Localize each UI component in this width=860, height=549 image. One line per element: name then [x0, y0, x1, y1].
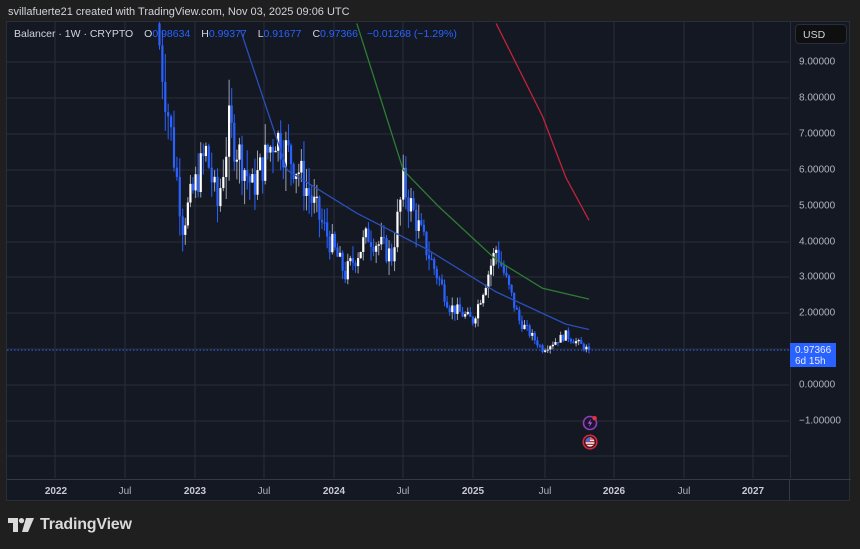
tradingview-logo[interactable]: TradingView — [8, 516, 132, 534]
x-tick: Jul — [538, 486, 552, 497]
x-tick: 2024 — [322, 486, 346, 497]
us-flag-event-icon[interactable] — [582, 434, 598, 455]
y-tick: 4.00000 — [799, 236, 836, 248]
brand-name: TradingView — [40, 516, 132, 533]
close-label: C — [312, 28, 321, 40]
price-axis[interactable]: 9.00000 8.00000 7.00000 6.00000 5.00000 … — [790, 22, 850, 478]
last-price: 0.97366 — [795, 345, 832, 356]
high-label: H — [201, 28, 209, 40]
chart-credit: svillafuerte21 created with TradingView.… — [8, 6, 350, 18]
x-tick: Jul — [118, 486, 132, 497]
x-tick: Jul — [396, 486, 410, 497]
y-tick: 5.00000 — [799, 200, 836, 212]
x-tick: 2027 — [741, 486, 765, 497]
axis-corner — [789, 479, 851, 501]
price-chart-plot[interactable] — [7, 22, 789, 478]
candlestick-chart[interactable] — [7, 22, 789, 478]
symbol-title[interactable]: Balancer · 1W · CRYPTO — [14, 28, 134, 40]
x-tick: 2026 — [602, 486, 626, 497]
open-label: O — [144, 28, 153, 40]
y-tick: 8.00000 — [799, 92, 836, 104]
y-tick: 6.00000 — [799, 164, 836, 176]
lightning-event-icon[interactable] — [582, 415, 598, 436]
last-price-label: 0.97366 6d 15h — [790, 343, 836, 367]
y-tick: 9.00000 — [799, 56, 836, 68]
bar-countdown: 6d 15h — [795, 356, 826, 367]
x-tick: Jul — [257, 486, 271, 497]
y-tick: −1.00000 — [799, 415, 841, 427]
x-tick: 2025 — [461, 486, 485, 497]
open-value: 0.98634 — [152, 28, 191, 40]
time-axis[interactable]: 2022 Jul 2023 Jul 2024 Jul 2025 Jul 2026… — [7, 479, 789, 501]
x-tick: Jul — [677, 486, 691, 497]
currency-button[interactable]: USD — [795, 24, 847, 44]
change-value: −0.01268 (−1.29%) — [366, 28, 457, 40]
close-value: 0.97366 — [320, 28, 358, 40]
y-tick: 0.00000 — [799, 379, 836, 391]
tradingview-logo-icon — [8, 518, 34, 532]
high-value: 0.99377 — [208, 28, 247, 40]
y-tick: 3.00000 — [799, 271, 836, 283]
y-tick: 2.00000 — [799, 307, 836, 319]
y-tick: 7.00000 — [799, 128, 836, 140]
x-tick: 2023 — [183, 486, 207, 497]
symbol-legend: Balancer · 1W · CRYPTO O0.98634 H0.99377… — [14, 28, 457, 40]
x-tick: 2022 — [44, 486, 68, 497]
low-value: 0.91677 — [263, 28, 302, 40]
low-label: L — [257, 28, 264, 40]
